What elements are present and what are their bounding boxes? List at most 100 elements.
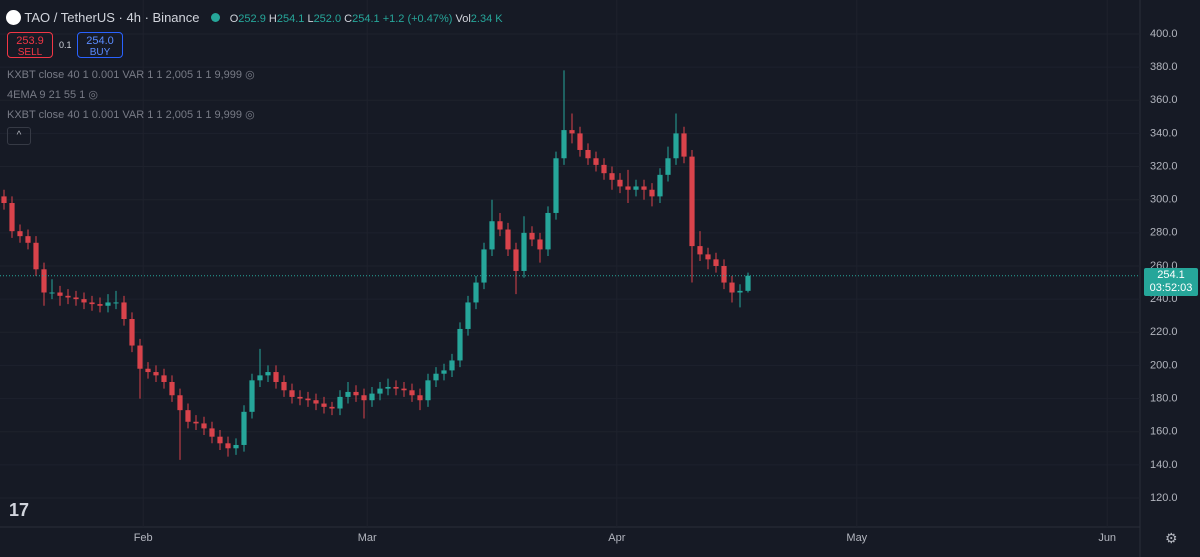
volume: 2.34 K [470, 13, 503, 25]
label: H [268, 13, 277, 25]
candle-body [561, 130, 567, 159]
candle-body [313, 400, 319, 404]
candle-body [585, 149, 591, 159]
candle-body [481, 249, 487, 283]
collapse-button[interactable]: ^ [7, 127, 31, 145]
candle-body [337, 396, 343, 409]
candle-body [201, 423, 207, 429]
indicator-label: 4EMA 9 21 55 1 [7, 89, 86, 101]
y-tick-label: 380.0 [1150, 61, 1178, 73]
x-tick-label: Mar [358, 532, 377, 544]
candle-body [161, 375, 167, 382]
label: C [344, 13, 353, 25]
candle-body [9, 203, 15, 232]
candle-body [633, 186, 639, 190]
candle-body [473, 282, 479, 303]
x-tick-label: Feb [134, 532, 153, 544]
indicator[interactable]: KXBT close 40 1 0.001 VAR 1 1 2,005 1 1 … [7, 69, 255, 81]
change: +1.2 (+0.47%) [382, 13, 453, 25]
y-tick-label: 120.0 [1150, 492, 1178, 504]
candle-body [241, 411, 247, 445]
candle-body [329, 406, 335, 409]
candle-body [81, 299, 87, 303]
candle-body [265, 372, 271, 376]
candle-body [617, 179, 623, 187]
candle-body [513, 249, 519, 271]
candle-body [129, 319, 135, 346]
candle-body [33, 242, 39, 270]
x-tick-label: Jun [1098, 532, 1116, 544]
candle-body [153, 372, 159, 376]
symbol: TAO / TetherUS · 4h · Binance [24, 10, 200, 25]
price-tag-value: 254.1 [1157, 268, 1185, 281]
y-tick-label: 200.0 [1150, 359, 1178, 371]
candle-body [209, 428, 215, 437]
candle-body [385, 386, 391, 389]
candle-body [569, 130, 575, 134]
sell-price: 253.9 [16, 35, 44, 47]
candle-body [361, 395, 367, 401]
value: 252.9 [238, 13, 266, 25]
candle-body [497, 221, 503, 230]
indicator[interactable]: KXBT close 40 1 0.001 VAR 1 1 2,005 1 1 … [7, 109, 255, 121]
candle-body [25, 236, 31, 243]
candle-body [665, 158, 671, 175]
candle-body [601, 164, 607, 174]
candle-body [433, 373, 439, 381]
spread: 0.1 [59, 40, 72, 50]
y-tick-label: 160.0 [1150, 426, 1178, 438]
candle-body [89, 302, 95, 305]
indicator-label: KXBT close 40 1 0.001 VAR 1 1 2,005 1 1 … [7, 69, 243, 81]
candle-body [673, 133, 679, 159]
candle-body [713, 259, 719, 266]
candle-body [577, 133, 583, 150]
value: 254.1 [276, 13, 305, 25]
candle-body [233, 444, 239, 449]
indicator[interactable]: 4EMA 9 21 55 1 ◎ [7, 89, 98, 101]
candle-body [745, 275, 751, 291]
candle-body [273, 372, 279, 382]
value: 254.1 [352, 13, 380, 25]
candle-body [225, 443, 231, 449]
candle-body [705, 254, 711, 260]
buy-button[interactable]: 254.0 BUY [77, 32, 123, 58]
candle-body [249, 380, 255, 412]
candles [0, 70, 1140, 460]
candle-body [729, 282, 735, 293]
label: Vol [455, 13, 471, 25]
candle-body [697, 246, 703, 255]
candle-body [625, 186, 631, 190]
candle-body [401, 388, 407, 391]
candle-body [57, 292, 63, 296]
x-tick-label: May [846, 532, 867, 544]
candle-body [1, 196, 7, 204]
candle-body [657, 174, 663, 197]
candle-body [545, 212, 551, 250]
y-tick-label: 280.0 [1150, 227, 1178, 239]
candle-body [681, 133, 687, 157]
market-status [211, 13, 221, 22]
candle-body [105, 302, 111, 306]
ohlc: O252.9 H254.1 L252.0 C254.1 +1.2 (+0.47%… [230, 13, 503, 25]
candle-body [145, 368, 151, 373]
candle-body [521, 232, 527, 271]
candle-body [281, 381, 287, 391]
candle-body [41, 269, 47, 293]
buy-price: 254.0 [86, 35, 114, 47]
price-tag: 254.1 03:52:03 [1144, 267, 1198, 296]
candle-body [529, 232, 535, 240]
candle-body [73, 297, 79, 300]
candle-body [409, 390, 415, 396]
sell-button[interactable]: 253.9 SELL [7, 32, 53, 58]
settings-button[interactable]: ⚙ [1165, 530, 1178, 546]
label: O [229, 13, 239, 25]
candle-body [721, 265, 727, 283]
y-tick-label: 300.0 [1150, 194, 1178, 206]
candle-body [17, 231, 23, 237]
label: L [307, 13, 314, 25]
candle-body [49, 292, 55, 294]
candle-body [505, 229, 511, 250]
candle-body [449, 360, 455, 371]
y-tick-label: 360.0 [1150, 94, 1178, 106]
